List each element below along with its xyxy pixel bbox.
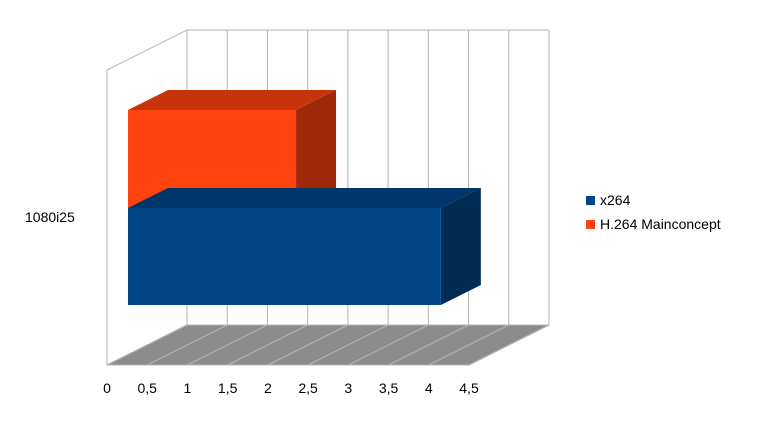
gridline-floor (106, 324, 188, 366)
legend-label-h264-mainconcept: H.264 Mainconcept (600, 216, 721, 232)
gridline-floor (348, 324, 429, 366)
x-tick-label: 1,5 (218, 380, 238, 396)
x-tick-label: 0,5 (137, 380, 157, 396)
x-tick-labels: 0 0,5 1 1,5 2 2,5 3 3,5 4 4,5 (103, 380, 479, 396)
gridline-floor (388, 324, 469, 366)
x-tick-label: 2 (264, 380, 272, 396)
gridline-floor (187, 324, 268, 366)
x-tick-label: 4 (425, 380, 433, 396)
bar-top-x264 (128, 188, 481, 208)
gridline-floor (146, 324, 228, 366)
legend: x264 H.264 Mainconcept (586, 192, 721, 232)
gridline-floor (428, 324, 510, 366)
category-label-1080i25: 1080i25 (25, 209, 75, 225)
bars (128, 90, 481, 305)
legend-swatch-h264-mainconcept (586, 220, 595, 229)
gridline-floor (468, 324, 550, 366)
x-tick-label: 2,5 (298, 380, 318, 396)
x-tick-label: 3,5 (379, 380, 399, 396)
gridline-floor (307, 324, 389, 366)
bar-x264 (128, 208, 441, 305)
legend-label-x264: x264 (600, 192, 631, 208)
gridline-floor (227, 324, 308, 366)
chart-floor (106, 324, 550, 366)
bar-top-h-264-mainconcept (128, 90, 337, 110)
legend-swatch-x264 (586, 196, 595, 205)
bar-side-h-264-mainconcept (296, 90, 337, 208)
x-tick-label: 3 (344, 380, 352, 396)
x-tick-label: 0 (103, 380, 111, 396)
x-tick-label: 1 (184, 380, 192, 396)
x-tick-label: 4,5 (459, 380, 479, 396)
gridline-floor (267, 324, 349, 366)
bar-side-x264 (440, 188, 481, 305)
